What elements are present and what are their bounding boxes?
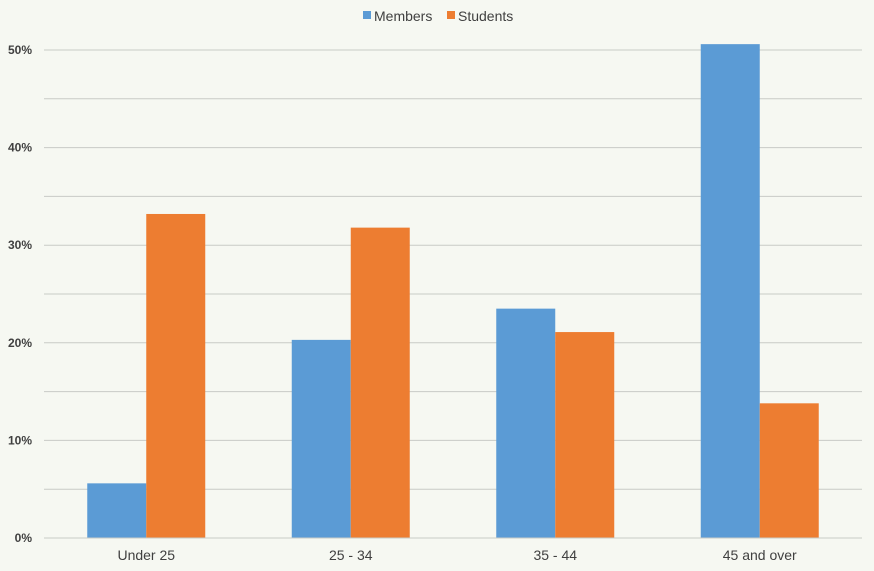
y-tick-label: 0% [15, 531, 33, 545]
x-tick-label: 35 - 44 [533, 547, 577, 563]
bar-students-2 [555, 332, 615, 538]
legend-swatch-members [363, 11, 371, 19]
y-tick-label: 20% [8, 336, 32, 350]
bar-members-3 [700, 44, 760, 538]
bars [87, 44, 819, 538]
x-tick-label: Under 25 [117, 547, 175, 563]
y-axis-ticks: 0% 10% 20% 30% 40% 50% [8, 43, 32, 545]
y-tick-label: 40% [8, 141, 32, 155]
legend-label-students: Students [458, 8, 513, 24]
bar-students-1 [350, 227, 410, 538]
legend: Members Students [363, 8, 513, 24]
x-axis-ticks: Under 25 25 - 34 35 - 44 45 and over [117, 547, 797, 563]
bar-students-0 [146, 213, 206, 538]
legend-swatch-students [447, 11, 455, 19]
bar-members-2 [496, 308, 556, 538]
y-tick-label: 10% [8, 433, 32, 447]
y-tick-label: 30% [8, 238, 32, 252]
x-tick-label: 45 and over [723, 547, 797, 563]
x-tick-label: 25 - 34 [329, 547, 373, 563]
y-tick-label: 50% [8, 43, 32, 57]
bar-members-1 [291, 339, 351, 538]
bar-students-3 [759, 403, 819, 538]
bar-members-0 [87, 483, 147, 538]
legend-label-members: Members [374, 8, 432, 24]
